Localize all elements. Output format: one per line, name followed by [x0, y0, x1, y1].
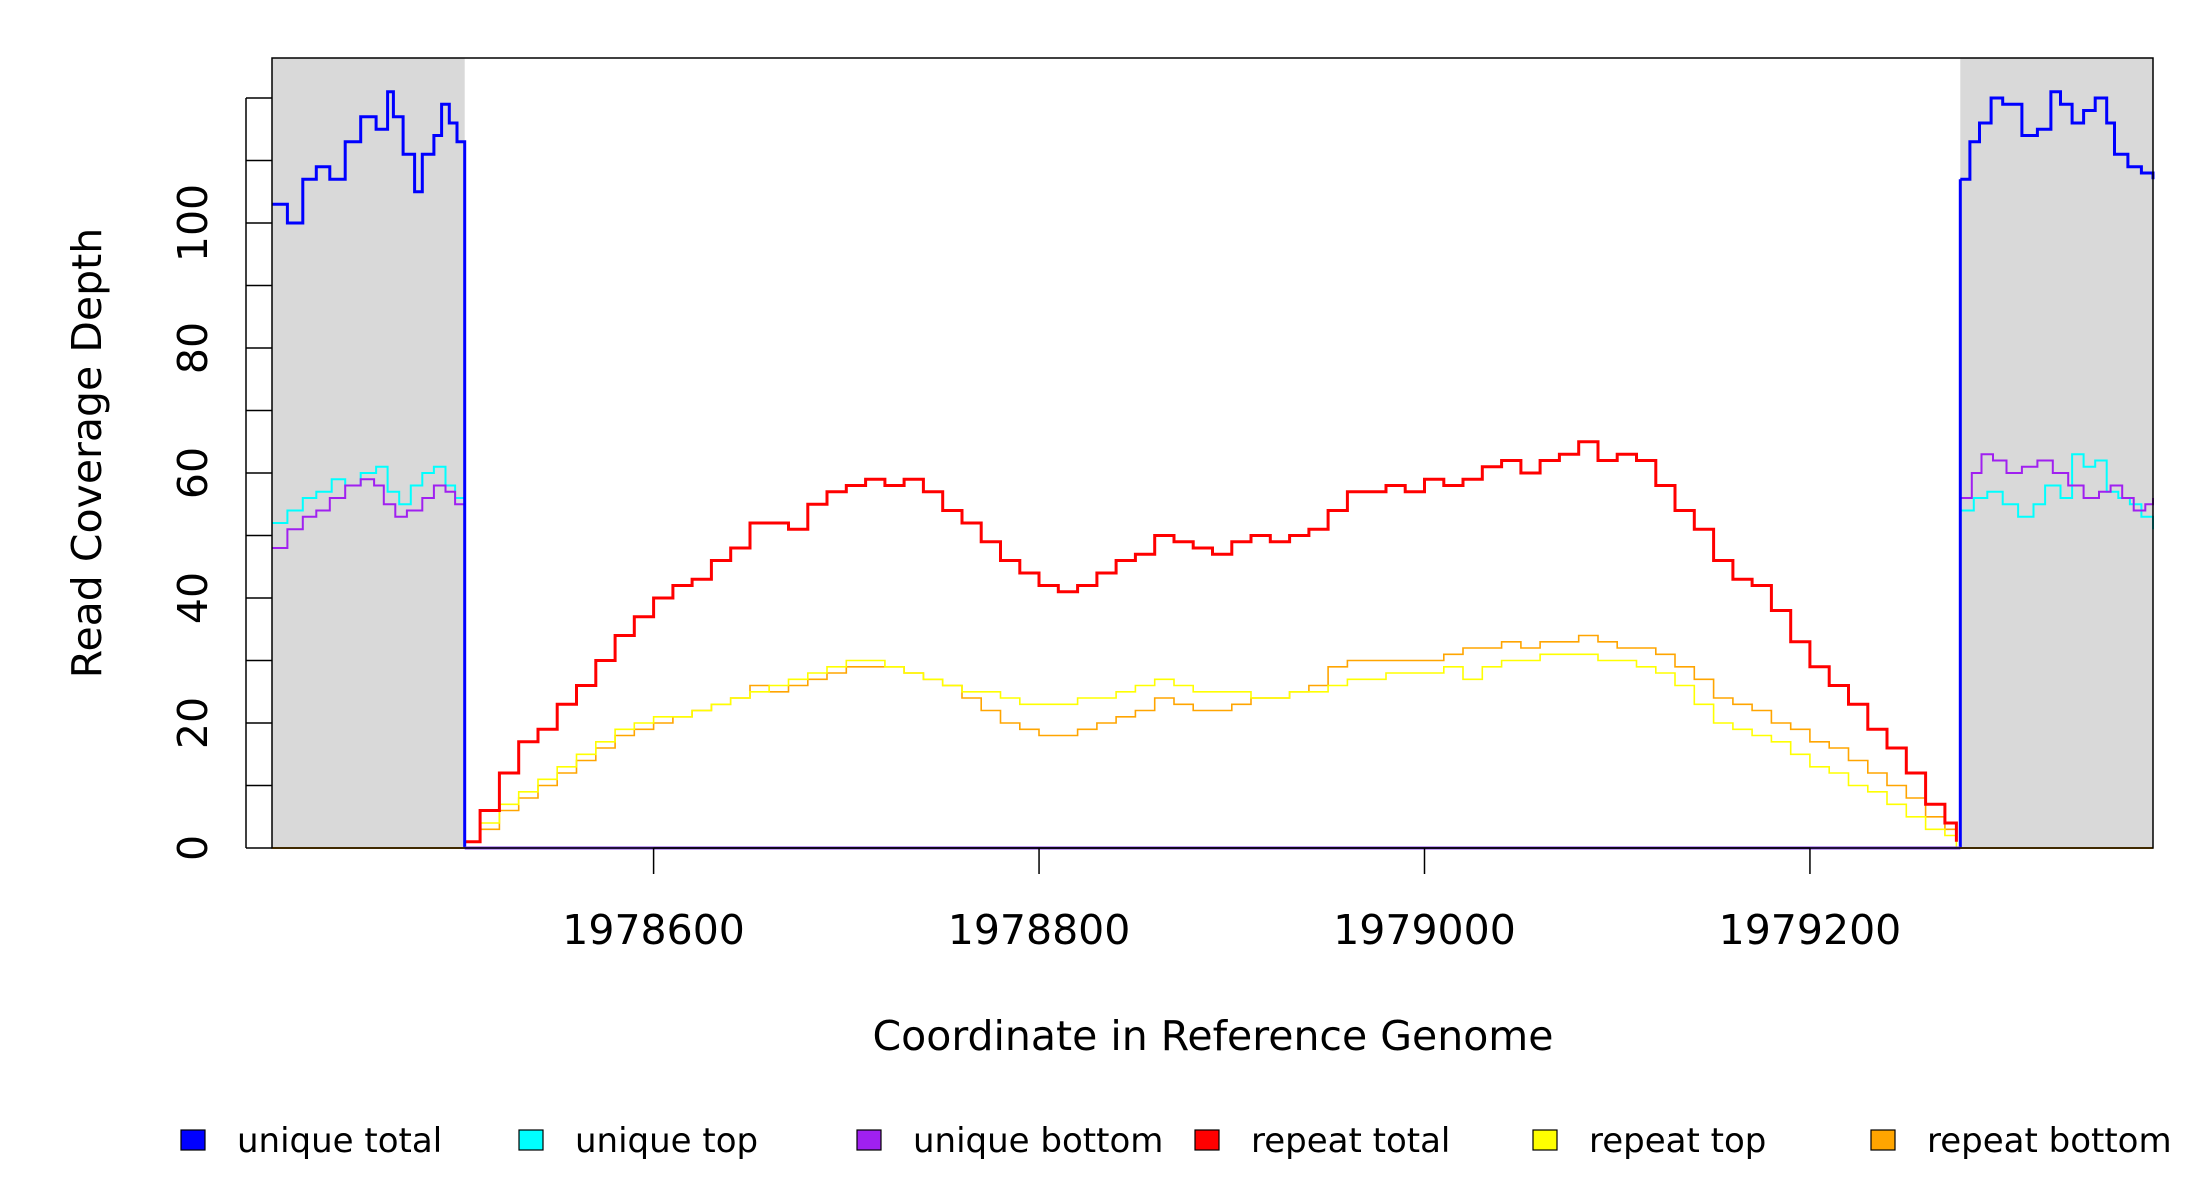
series-line-repeat-bottom	[464, 634, 1958, 843]
series-line-unique-top	[272, 453, 2154, 848]
series-line-unique-bottom	[272, 453, 2154, 848]
y-tick-label: 100	[169, 184, 217, 262]
legend-swatch-unique-top	[518, 1129, 544, 1151]
x-tick-label: 1979000	[1333, 906, 1516, 954]
legend-label-repeat-top: repeat top	[1589, 1121, 1766, 1161]
x-tick-label: 1978600	[562, 906, 745, 954]
x-axis-label: Coordinate in Reference Genome	[873, 1012, 1554, 1060]
x-tick-label: 1979200	[1719, 906, 1902, 954]
x-tick-label: 1978800	[948, 906, 1131, 954]
legend-swatch-repeat-top	[1532, 1129, 1558, 1151]
series-line-repeat-total	[464, 440, 1958, 844]
series-layer	[272, 90, 2155, 850]
legend-swatch-unique-total	[180, 1129, 206, 1151]
shaded-region-1	[1960, 58, 2153, 848]
y-tick-label: 60	[169, 447, 217, 499]
y-axis-label: Read Coverage Depth	[63, 228, 111, 678]
legend-label-unique-bottom: unique bottom	[913, 1121, 1163, 1161]
y-tick-label: 20	[169, 697, 217, 749]
shaded-regions	[272, 58, 2153, 848]
legend-swatch-unique-bottom	[856, 1129, 882, 1151]
x-axis: 1978600 1978800 1979000 1979200	[562, 847, 1902, 954]
y-tick-label: 0	[169, 835, 217, 861]
y-axis: 0 20 40 60 80 100	[169, 97, 272, 861]
series-line-repeat-top	[464, 653, 1958, 848]
y-tick-label: 80	[169, 322, 217, 374]
legend-swatch-repeat-bottom	[1870, 1129, 1896, 1151]
legend-label-repeat-total: repeat total	[1251, 1121, 1450, 1161]
legend-label-repeat-bottom: repeat bottom	[1927, 1121, 2172, 1161]
legend-swatch-repeat-total	[1194, 1129, 1220, 1151]
legend: unique total unique top unique bottom repea…	[180, 1121, 2172, 1161]
legend-label-unique-total: unique total	[237, 1121, 442, 1161]
shaded-region-0	[272, 58, 465, 848]
series-line-unique-total	[272, 90, 2155, 848]
y-tick-label: 40	[169, 572, 217, 624]
legend-label-unique-top: unique top	[575, 1121, 758, 1161]
